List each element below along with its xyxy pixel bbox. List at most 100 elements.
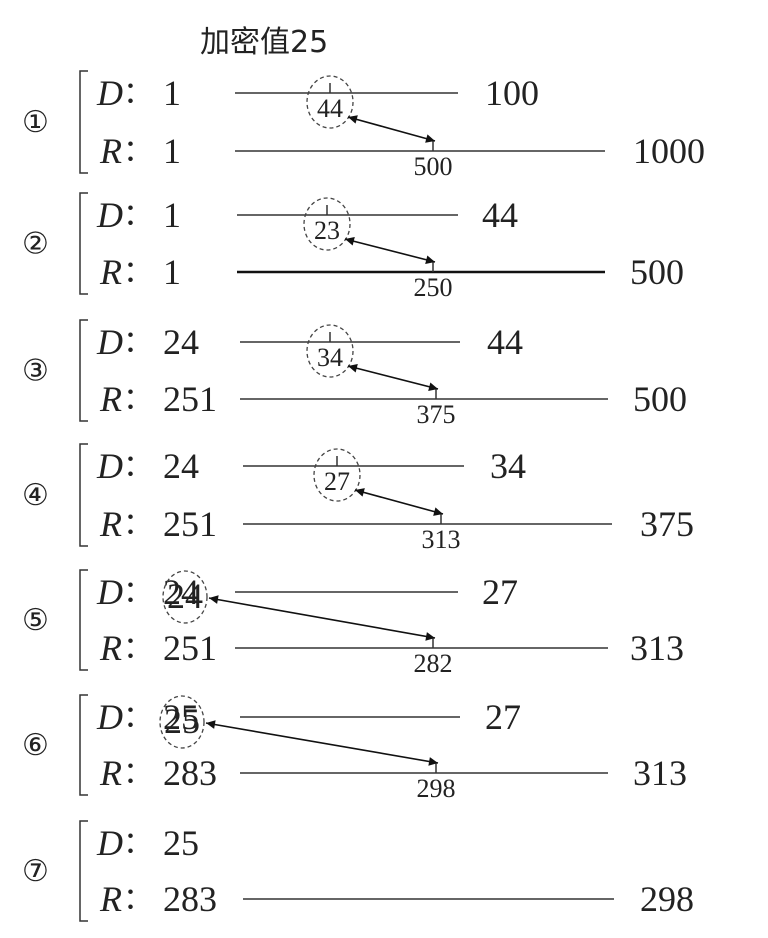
range-low-value: 283 [163,879,217,919]
mapping-arrow [347,116,436,142]
domain-label: D [96,73,123,113]
mapping-arrow [354,489,444,515]
arrow-head-domain [348,115,358,124]
domain-midpoint-value: 27 [324,467,350,496]
domain-midpoint-value: 25 [164,701,200,741]
range-low-value: 251 [163,379,217,419]
mapping-arrow [347,365,439,390]
domain-midpoint-circle [306,324,354,378]
domain-midpoint-value: 44 [317,94,343,123]
domain-colon: ： [123,826,153,861]
domain-midpoint-value: 34 [317,343,343,372]
step-number: ⑤ [22,603,49,638]
range-low-value: 1 [163,252,181,292]
range-label: R [99,504,122,544]
step-number: ③ [22,354,49,389]
domain-label: D [96,697,123,737]
arrow-head-domain [355,488,365,497]
range-colon: ： [123,382,153,417]
arrow-head-range [425,134,435,143]
range-low-value: 251 [163,628,217,668]
domain-midpoint-value: 23 [314,216,340,245]
domain-midpoint-circle [159,695,205,749]
domain-colon: ： [123,700,153,735]
range-label: R [99,753,122,793]
step-4: ④ D： 24 R： 251 34 375 27 313 [22,443,694,554]
domain-midpoint-circle [313,448,361,502]
domain-low-value: 1 [163,195,181,235]
domain-low-value: 24 [163,446,199,486]
domain-colon: ： [123,449,153,484]
domain-midpoint-circle [306,75,354,129]
range-colon: ： [123,507,153,542]
range-midpoint-value: 282 [414,649,453,678]
range-high-value: 313 [630,628,684,668]
domain-colon: ： [123,198,153,233]
step-number: ④ [22,478,49,513]
range-colon: ： [123,756,153,791]
range-colon: ： [123,882,153,917]
arrow-head-domain [345,237,355,246]
domain-high-value: 100 [485,73,539,113]
step-number: ⑦ [22,854,49,889]
range-label: R [99,628,122,668]
range-label: R [99,379,122,419]
domain-colon: ： [123,325,153,360]
step-bracket [79,820,88,922]
domain-midpoint-circle [303,197,351,251]
domain-high-value: 34 [490,446,526,486]
range-high-value: 1000 [633,131,705,171]
domain-label: D [96,572,123,612]
range-label: R [99,131,122,171]
domain-low-value: 1 [163,73,181,113]
range-colon: ： [123,631,153,666]
step-bracket [79,319,88,422]
domain-low-value: 24 [163,322,199,362]
step-bracket [79,569,88,671]
domain-label: D [96,446,123,486]
step-bracket [79,443,88,547]
mapping-arrow [344,238,436,263]
step-bracket [79,694,88,796]
mapping-arrow [205,722,439,764]
domain-label: D [96,195,123,235]
arrow-head-range [428,382,438,391]
step-bracket [79,70,88,174]
range-high-value: 313 [633,753,687,793]
range-colon: ： [123,134,153,169]
domain-midpoint-value: 24 [167,576,203,616]
mapping-arrow [208,597,436,639]
range-low-value: 283 [163,753,217,793]
range-low-value: 1 [163,131,181,171]
range-midpoint-value: 500 [414,152,453,181]
domain-label: D [96,823,123,863]
step-6: ⑥ D： 25 R： 283 27 313 25 298 [22,694,687,803]
diagram-title: 加密值25 [200,25,328,60]
range-label: R [99,879,122,919]
domain-high-value: 27 [482,572,518,612]
domain-midpoint-circle [162,570,208,624]
domain-colon: ： [123,575,153,610]
range-high-value: 298 [640,879,694,919]
range-low-value: 251 [163,504,217,544]
range-midpoint-value: 313 [422,525,461,554]
step-number: ② [22,227,49,262]
step-1: ① D： 1 R： 1 100 1000 44 500 [22,70,705,181]
domain-low-value: 25 [163,697,199,737]
range-colon: ： [123,255,153,290]
arrow-head-domain [209,595,219,604]
range-midpoint-value: 375 [417,400,456,429]
domain-low-value: 25 [163,823,199,863]
domain-high-value: 44 [482,195,518,235]
arrow-head-range [425,632,435,641]
arrow-head-range [425,255,435,264]
range-high-value: 500 [630,252,684,292]
domain-high-value: 44 [487,322,523,362]
step-2: ② D： 1 R： 1 44 500 23 250 [22,192,684,302]
range-high-value: 375 [640,504,694,544]
arrow-head-domain [348,364,358,373]
range-midpoint-value: 298 [417,774,456,803]
arrow-head-range [433,507,443,516]
